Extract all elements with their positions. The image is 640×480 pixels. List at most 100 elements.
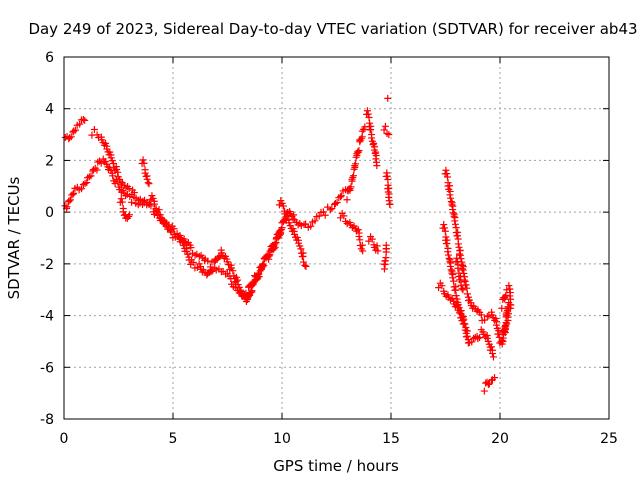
data-point (66, 134, 74, 142)
data-point (474, 335, 482, 343)
data-point (374, 247, 382, 255)
x-tick-label: 20 (491, 431, 509, 447)
data-point (447, 266, 455, 274)
data-point (85, 173, 93, 181)
data-point (270, 245, 278, 253)
x-tick-label: 10 (273, 431, 291, 447)
data-point (381, 122, 389, 130)
data-point (501, 327, 509, 335)
data-point (321, 211, 329, 219)
data-point (355, 147, 363, 155)
data-point (265, 255, 273, 263)
data-point (337, 192, 345, 200)
data-point (458, 285, 466, 293)
data-point (445, 254, 453, 262)
data-point (209, 266, 217, 274)
data-point (340, 212, 348, 220)
data-point (350, 172, 358, 180)
data-point (448, 267, 456, 275)
data-point (348, 223, 356, 231)
data-point (315, 212, 323, 220)
data-point (448, 199, 456, 207)
data-point (367, 126, 375, 134)
data-point (155, 206, 163, 214)
data-point (443, 170, 451, 178)
data-point (90, 126, 98, 134)
data-point (451, 220, 459, 228)
plot-frame (63, 56, 610, 420)
data-point (460, 315, 468, 323)
data-point (456, 309, 464, 317)
data-point (447, 198, 455, 206)
data-point (67, 133, 75, 141)
data-point (63, 203, 71, 211)
data-point (300, 258, 308, 266)
data-points (61, 94, 515, 395)
data-point (128, 198, 136, 206)
data-point (248, 287, 256, 295)
data-point (454, 264, 462, 272)
data-point (446, 256, 454, 264)
data-point (277, 229, 285, 237)
data-point (150, 200, 158, 208)
data-point (326, 206, 334, 214)
data-point (453, 232, 461, 240)
data-point (495, 330, 503, 338)
data-point (444, 251, 452, 259)
x-tick-label: 5 (169, 431, 178, 447)
data-point (485, 312, 493, 320)
data-point (453, 258, 461, 266)
data-point (66, 196, 74, 204)
data-point (333, 198, 341, 206)
data-point (380, 126, 388, 134)
data-point (485, 380, 493, 388)
data-point (355, 232, 363, 240)
data-point (492, 321, 500, 329)
data-point (463, 290, 471, 298)
data-point (259, 263, 267, 271)
data-point (381, 257, 389, 265)
y-axis-ticks: -8 -6 -4 -2 0 2 4 6 (40, 50, 609, 428)
data-point (144, 179, 152, 187)
data-point (463, 327, 471, 335)
x-tick-label: 25 (600, 431, 618, 447)
data-point (461, 320, 469, 328)
data-point (83, 179, 91, 187)
data-point (449, 274, 457, 282)
data-point (491, 374, 499, 382)
data-point (505, 282, 513, 290)
data-point (311, 217, 319, 225)
data-point (87, 172, 95, 180)
data-point (130, 189, 138, 197)
data-point (70, 127, 78, 135)
data-point (352, 160, 360, 168)
data-point (171, 233, 179, 241)
data-point (444, 248, 452, 256)
y-tick-label: -8 (40, 412, 54, 428)
data-point (343, 196, 351, 204)
data-point (167, 228, 175, 236)
data-point (455, 250, 463, 258)
data-point (385, 131, 393, 139)
data-point (122, 184, 130, 192)
data-point (91, 164, 99, 172)
data-point (143, 175, 151, 183)
data-point (380, 265, 388, 273)
data-point (476, 334, 484, 342)
y-tick-label: 0 (45, 205, 54, 221)
data-point (94, 158, 102, 166)
data-point (294, 221, 302, 229)
data-point (81, 180, 89, 188)
data-point (449, 206, 457, 214)
data-point (492, 314, 500, 322)
data-point (443, 239, 451, 247)
data-point (481, 316, 489, 324)
x-tick-label: 0 (60, 431, 69, 447)
data-point (328, 205, 336, 213)
data-point (489, 353, 497, 361)
data-point (297, 245, 305, 253)
data-point (386, 200, 394, 208)
data-point (187, 244, 195, 252)
data-point (301, 261, 309, 269)
